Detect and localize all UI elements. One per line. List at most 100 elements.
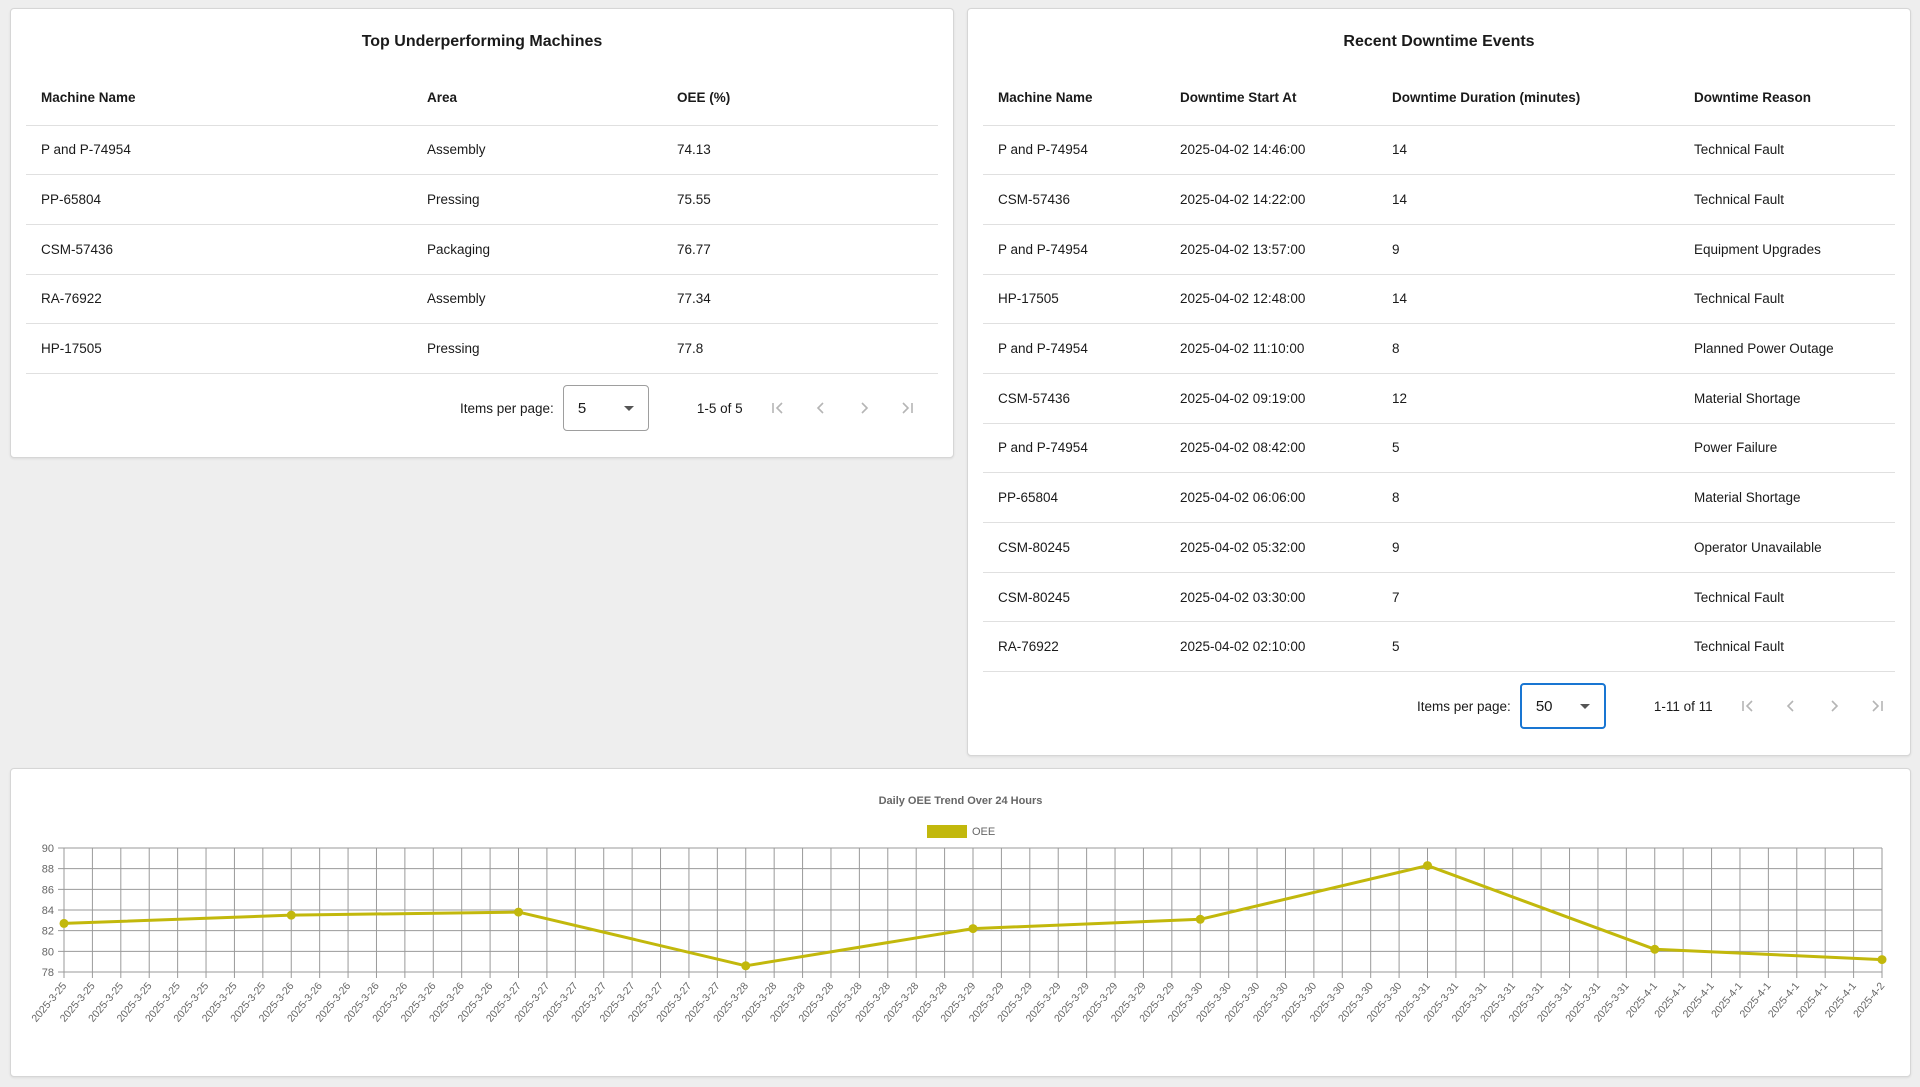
table-cell: 2025-04-02 13:57:00 <box>1165 224 1377 275</box>
table-cell: 7 <box>1377 572 1679 623</box>
first-page-button[interactable] <box>757 388 800 428</box>
card-title: Top Underperforming Machines <box>361 33 603 50</box>
table-row[interactable]: HP-17505 2025-04-02 12:48:00 14 Technical F… <box>983 274 1895 325</box>
table-cell: PP-65804 <box>983 472 1165 523</box>
table-cell: PP-65804 <box>26 174 412 225</box>
items-per-page-value: 50 <box>1535 697 1553 715</box>
table-cell: 2025-04-02 14:22:00 <box>1165 174 1377 225</box>
table-cell: Operator Unavailable <box>1679 522 1895 573</box>
table-row[interactable]: RA-76922 Assembly 77.34 <box>26 274 938 325</box>
data-point <box>1195 914 1205 924</box>
column-header[interactable]: Downtime Start At <box>1165 71 1377 126</box>
data-point <box>1423 861 1432 871</box>
paginator: Items per page: 5 1-5 of 5 <box>460 385 929 431</box>
page-range-label: 1-11 of 11 <box>1653 698 1713 714</box>
table-row[interactable]: P and P-74954 2025-04-02 14:46:00 14 Techni… <box>983 125 1895 176</box>
table-cell: P and P-74954 <box>983 423 1165 474</box>
table-row[interactable]: CSM-80245 2025-04-02 05:32:00 9 Operator Un… <box>983 522 1895 573</box>
table-cell: 14 <box>1377 274 1679 325</box>
table-cell: 2025-04-02 06:06:00 <box>1165 472 1377 523</box>
first-page-button[interactable] <box>1727 686 1770 726</box>
table-cell: CSM-57436 <box>983 174 1165 225</box>
chevron-down-icon <box>623 405 634 411</box>
table-cell: Assembly <box>412 274 662 325</box>
table-cell: 77.8 <box>662 323 938 374</box>
table-cell: 9 <box>1377 224 1679 275</box>
table-row[interactable]: CSM-57436 Packaging 76.77 <box>26 224 938 275</box>
table-cell: 75.55 <box>662 174 938 225</box>
table-row[interactable]: CSM-57436 2025-04-02 14:22:00 14 Technical … <box>983 174 1895 225</box>
first-page-icon <box>1742 700 1753 712</box>
data-point <box>514 907 523 917</box>
column-header[interactable]: Machine Name <box>26 71 412 126</box>
items-per-page-label: Items per page: <box>1417 698 1511 714</box>
y-tick-label: 78 <box>42 967 54 979</box>
y-tick-label: 84 <box>42 905 54 917</box>
table-cell: 2025-04-02 08:42:00 <box>1165 423 1377 474</box>
table-cell: 12 <box>1377 373 1679 424</box>
table-cell: CSM-80245 <box>983 522 1165 573</box>
last-page-icon <box>1872 700 1883 712</box>
table-row[interactable]: P and P-74954 Assembly 74.13 <box>26 125 938 176</box>
data-point <box>286 910 296 920</box>
chevron-left-icon <box>1786 700 1794 712</box>
table-cell: Pressing <box>412 174 662 225</box>
table-cell: CSM-57436 <box>26 224 412 275</box>
items-per-page-select[interactable]: 5 <box>562 385 649 431</box>
oee-trend-card: Daily OEE Trend Over 24 Hours OEE 78 80 82… <box>10 768 1911 1077</box>
column-header[interactable]: Downtime Duration (minutes) <box>1377 71 1679 126</box>
next-page-button[interactable] <box>1813 686 1856 726</box>
table-row[interactable]: CSM-57436 2025-04-02 09:19:00 12 Material S… <box>983 373 1895 424</box>
next-page-button[interactable] <box>843 388 886 428</box>
y-tick-label: 80 <box>42 946 54 958</box>
table-cell: 2025-04-02 12:48:00 <box>1165 274 1377 325</box>
table-cell: 14 <box>1377 125 1679 176</box>
first-page-icon <box>772 402 783 414</box>
column-header[interactable]: OEE (%) <box>662 71 938 126</box>
table-cell: Pressing <box>412 323 662 374</box>
table-cell: RA-76922 <box>983 621 1165 673</box>
last-page-button[interactable] <box>886 388 929 428</box>
table-row[interactable]: RA-76922 2025-04-02 02:10:00 5 Technical Fa… <box>983 621 1895 673</box>
y-tick-label: 86 <box>42 884 54 896</box>
table-cell: Technical Fault <box>1679 174 1895 225</box>
last-page-button[interactable] <box>1856 686 1899 726</box>
downtime-table: Machine Name Downtime Start At Downtime … <box>983 71 1895 673</box>
table-cell: Equipment Upgrades <box>1679 224 1895 275</box>
legend-label: OEE <box>972 825 996 838</box>
table-cell: Packaging <box>412 224 662 275</box>
table-row[interactable]: PP-65804 Pressing 75.55 <box>26 174 938 225</box>
previous-page-button[interactable] <box>1770 686 1813 726</box>
table-row[interactable]: P and P-74954 2025-04-02 11:10:00 8 Planned… <box>983 323 1895 374</box>
table-cell: 9 <box>1377 522 1679 573</box>
chevron-left-icon <box>816 402 824 414</box>
items-per-page-select[interactable]: 50 <box>1519 683 1606 729</box>
table-cell: 8 <box>1377 323 1679 374</box>
table-row[interactable]: PP-65804 2025-04-02 06:06:00 8 Material Sho… <box>983 472 1895 523</box>
table-cell: P and P-74954 <box>983 323 1165 374</box>
table-row[interactable]: HP-17505 Pressing 77.8 <box>26 323 938 374</box>
previous-page-button[interactable] <box>800 388 843 428</box>
recent-downtime-card: Recent Downtime Events Machine Name Down… <box>967 8 1911 756</box>
items-per-page-label: Items per page: <box>460 400 554 416</box>
table-cell: Technical Fault <box>1679 572 1895 623</box>
table-cell: Material Shortage <box>1679 373 1895 424</box>
y-tick-label: 82 <box>42 926 54 938</box>
last-page-icon <box>902 402 913 414</box>
table-cell: RA-76922 <box>26 274 412 325</box>
chart-legend[interactable]: OEE <box>927 825 995 838</box>
legend-swatch <box>927 825 967 838</box>
table-row[interactable]: CSM-80245 2025-04-02 03:30:00 7 Technical F… <box>983 572 1895 623</box>
chevron-right-icon <box>1831 700 1839 712</box>
y-tick-label: 88 <box>42 864 54 876</box>
chevron-right-icon <box>861 402 869 414</box>
column-header[interactable]: Machine Name <box>983 71 1165 126</box>
column-header[interactable]: Area <box>412 71 662 126</box>
table-cell: Technical Fault <box>1679 621 1895 673</box>
column-header[interactable]: Downtime Reason <box>1679 71 1895 126</box>
card-title: Recent Downtime Events <box>1343 33 1535 50</box>
table-cell: P and P-74954 <box>983 224 1165 275</box>
table-row[interactable]: P and P-74954 2025-04-02 08:42:00 5 Power F… <box>983 423 1895 474</box>
table-row[interactable]: P and P-74954 2025-04-02 13:57:00 9 Equipme… <box>983 224 1895 275</box>
table-cell: 2025-04-02 14:46:00 <box>1165 125 1377 176</box>
